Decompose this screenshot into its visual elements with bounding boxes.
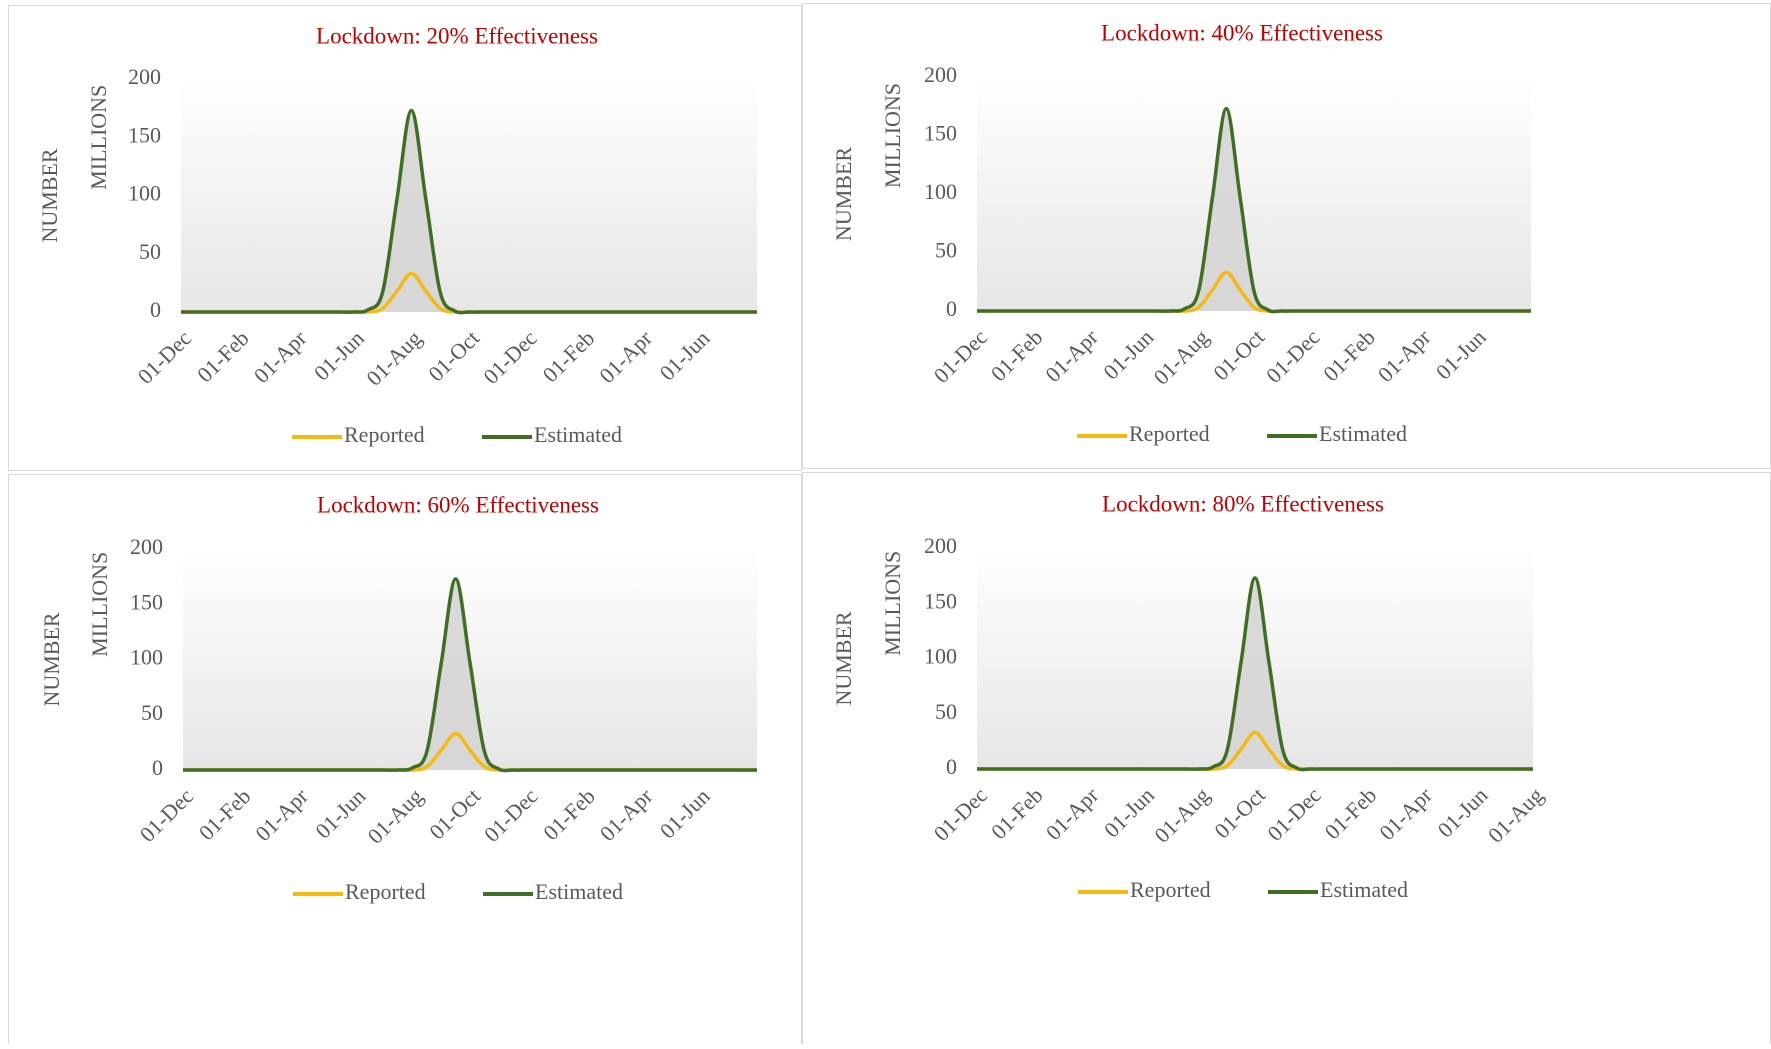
chart-title: Lockdown: 60% Effectiveness [317, 492, 599, 517]
area [977, 577, 1533, 770]
legend-label: Estimated [1319, 421, 1407, 446]
chart-title: Lockdown: 80% Effectiveness [1102, 491, 1384, 516]
y-tick-label: 200 [924, 533, 957, 558]
y-tick-label: 50 [141, 700, 163, 725]
legend-label: Estimated [1320, 877, 1408, 902]
y-tick-label: 50 [935, 238, 957, 263]
y-axis-unit: MILLIONS [880, 551, 905, 656]
y-axis-label: NUMBER [39, 612, 64, 706]
y-tick-label: 200 [128, 64, 161, 89]
y-tick-label: 150 [130, 589, 163, 614]
series-line [976, 576, 1533, 772]
y-tick-label: 0 [150, 297, 161, 322]
series-line [977, 106, 1531, 314]
legend-label: Reported [344, 422, 425, 447]
y-axis-unit: MILLIONS [880, 83, 905, 188]
y-tick-label: 200 [130, 534, 163, 559]
plot-area [977, 77, 1531, 311]
legend-label: Reported [1130, 877, 1211, 902]
y-tick-label: 0 [152, 755, 163, 780]
chart-title: Lockdown: 40% Effectiveness [1101, 20, 1383, 45]
plot-area [181, 79, 757, 312]
y-tick-label: 100 [130, 645, 163, 670]
y-tick-label: 0 [946, 296, 957, 321]
legend-label: Reported [1129, 421, 1210, 446]
y-axis-label: NUMBER [831, 611, 856, 705]
y-axis-label: NUMBER [831, 147, 856, 241]
y-axis-unit: MILLIONS [86, 85, 111, 190]
y-tick-label: 50 [935, 699, 957, 724]
legend-label: Estimated [535, 879, 623, 904]
y-tick-label: 100 [924, 644, 957, 669]
y-tick-label: 150 [924, 588, 957, 613]
y-axis-unit: MILLIONS [87, 552, 112, 657]
y-tick-label: 100 [128, 181, 161, 206]
y-tick-label: 150 [128, 122, 161, 147]
series-line [180, 108, 757, 315]
y-tick-label: 100 [924, 179, 957, 204]
y-tick-label: 200 [924, 62, 957, 87]
y-tick-label: 0 [946, 754, 957, 779]
y-axis-label: NUMBER [37, 148, 62, 242]
y-tick-label: 150 [924, 121, 957, 146]
area [183, 578, 757, 771]
legend-label: Estimated [534, 422, 622, 447]
y-tick-label: 50 [139, 239, 161, 264]
legend-label: Reported [345, 879, 426, 904]
series-line [183, 577, 757, 773]
chart-title: Lockdown: 20% Effectiveness [316, 23, 598, 48]
